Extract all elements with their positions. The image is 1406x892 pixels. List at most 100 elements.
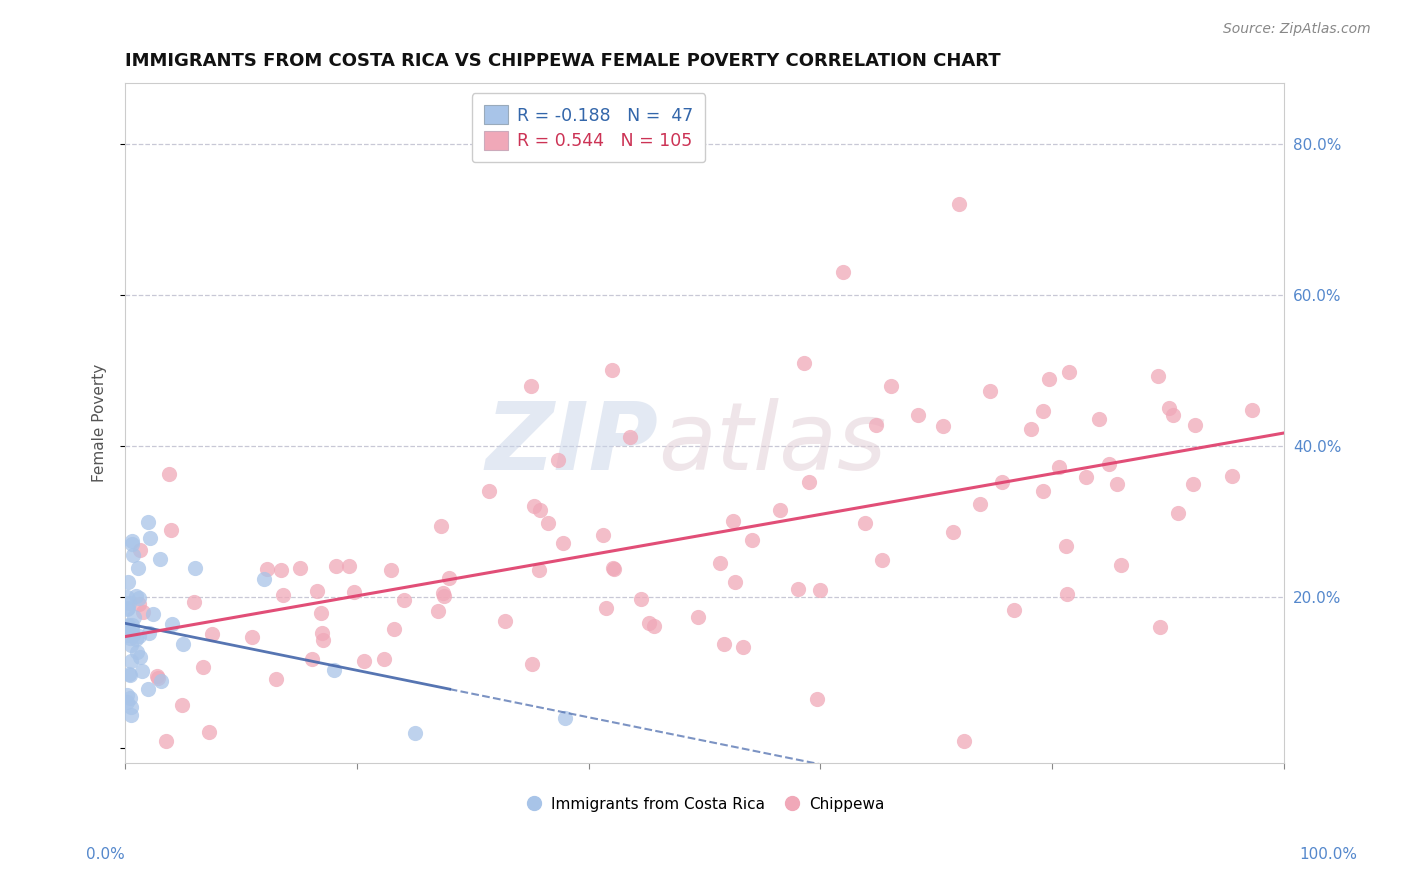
Text: ZIP: ZIP: [485, 398, 658, 490]
Point: [132, 605, 155, 619]
Point: [117, 575, 139, 590]
Point: [1184, 417, 1206, 432]
Point: [142, 607, 165, 621]
Text: 100.0%: 100.0%: [1299, 847, 1358, 862]
Point: [311, 626, 333, 640]
Point: [879, 379, 901, 393]
Point: [325, 559, 347, 574]
Point: [731, 640, 754, 655]
Point: [124, 632, 146, 646]
Point: [554, 711, 576, 725]
Point: [118, 691, 141, 706]
Point: [595, 600, 617, 615]
Point: [131, 664, 153, 678]
Point: [553, 535, 575, 549]
Point: [1109, 558, 1132, 573]
Point: [537, 516, 560, 531]
Point: [117, 596, 139, 610]
Point: [115, 628, 138, 642]
Point: [128, 629, 150, 643]
Point: [117, 617, 139, 632]
Point: [121, 628, 143, 642]
Point: [149, 551, 172, 566]
Point: [404, 726, 426, 740]
Point: [253, 572, 276, 586]
Point: [948, 197, 970, 211]
Point: [184, 561, 207, 575]
Point: [600, 363, 623, 377]
Point: [942, 525, 965, 540]
Point: [865, 417, 887, 432]
Point: [1047, 460, 1070, 475]
Point: [118, 668, 141, 682]
Point: [115, 688, 138, 702]
Point: [149, 674, 172, 689]
Point: [138, 626, 160, 640]
Point: [172, 637, 194, 651]
Point: [952, 733, 974, 747]
Point: [932, 418, 955, 433]
Point: [907, 408, 929, 422]
Point: [264, 672, 287, 686]
Point: [157, 467, 180, 482]
Point: [256, 562, 278, 576]
Point: [121, 622, 143, 636]
Point: [1088, 411, 1111, 425]
Point: [115, 695, 138, 709]
Point: [301, 652, 323, 666]
Point: [129, 649, 152, 664]
Point: [343, 585, 366, 599]
Point: [382, 622, 405, 636]
Point: [519, 378, 541, 392]
Point: [1105, 476, 1128, 491]
Text: 0.0%: 0.0%: [86, 847, 125, 862]
Point: [198, 725, 221, 739]
Point: [183, 595, 205, 609]
Point: [1220, 469, 1243, 483]
Point: [128, 591, 150, 606]
Point: [121, 548, 143, 562]
Point: [1019, 422, 1042, 436]
Point: [160, 523, 183, 537]
Point: [191, 660, 214, 674]
Point: [430, 519, 453, 533]
Point: [808, 582, 831, 597]
Point: [121, 537, 143, 551]
Point: [353, 654, 375, 668]
Point: [120, 654, 142, 668]
Point: [380, 563, 402, 577]
Point: [432, 586, 454, 600]
Point: [160, 617, 183, 632]
Point: [120, 700, 142, 714]
Point: [527, 563, 550, 577]
Point: [797, 475, 820, 489]
Point: [426, 604, 449, 618]
Point: [1161, 409, 1184, 423]
Point: [529, 503, 551, 517]
Point: [122, 610, 145, 624]
Point: [127, 645, 149, 659]
Point: [1167, 507, 1189, 521]
Point: [603, 562, 626, 576]
Point: [686, 610, 709, 624]
Point: [1240, 403, 1263, 417]
Point: [721, 514, 744, 528]
Point: [322, 663, 344, 677]
Point: [146, 671, 169, 685]
Point: [979, 384, 1001, 398]
Point: [128, 597, 150, 611]
Legend: Immigrants from Costa Rica, Chippewa: Immigrants from Costa Rica, Chippewa: [519, 791, 890, 819]
Point: [433, 589, 456, 603]
Point: [118, 631, 141, 645]
Point: [337, 558, 360, 573]
Point: [120, 638, 142, 652]
Point: [1004, 602, 1026, 616]
Point: [793, 356, 815, 370]
Point: [709, 557, 731, 571]
Point: [170, 698, 193, 712]
Point: [786, 582, 808, 596]
Point: [1032, 404, 1054, 418]
Point: [991, 475, 1014, 489]
Point: [1074, 470, 1097, 484]
Point: [494, 614, 516, 628]
